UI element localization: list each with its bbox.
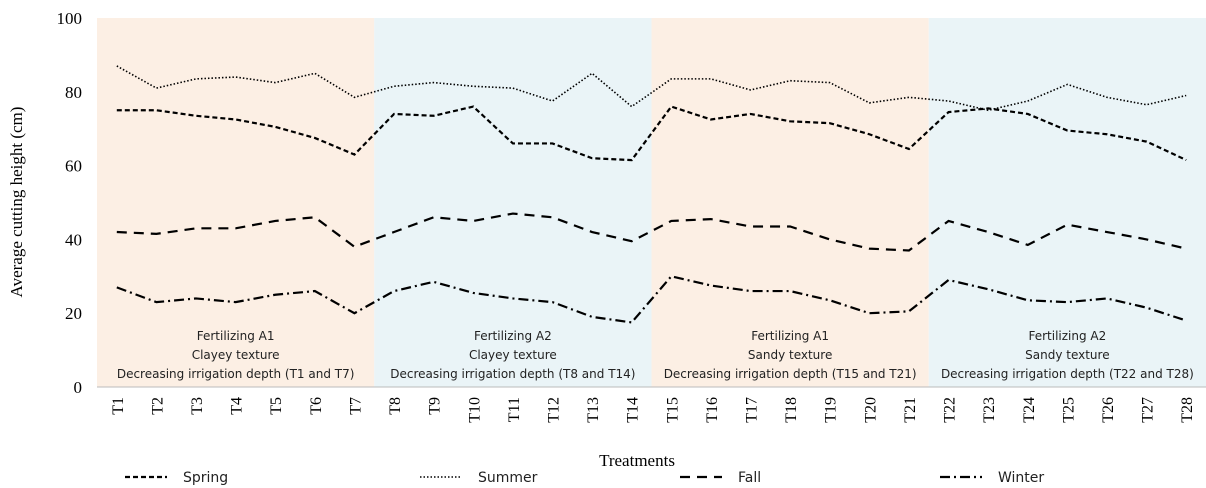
region-label: Decreasing irrigation depth (T15 and T21…: [664, 367, 917, 381]
x-tick-label: T28: [1179, 397, 1196, 423]
x-tick-label: T15: [664, 397, 681, 423]
series-line: [116, 212, 1187, 252]
y-tick-label: 80: [65, 83, 82, 102]
x-tick-label: T12: [545, 397, 562, 423]
x-tick-label: T5: [268, 397, 285, 415]
x-tick-label: T9: [427, 397, 444, 415]
x-tick-label: T6: [308, 397, 325, 415]
x-tick-label: T3: [189, 397, 206, 415]
x-tick-label: T22: [942, 397, 959, 423]
legend-label: Summer: [478, 470, 538, 486]
x-tick-label: T21: [902, 397, 919, 423]
series-line: [116, 65, 1187, 112]
x-tick-label: T24: [1021, 397, 1038, 423]
x-tick-label: T16: [704, 397, 721, 423]
y-tick-label: 20: [65, 304, 82, 323]
region-label: Decreasing irrigation depth (T22 and T28…: [941, 367, 1194, 381]
x-tick-label: T1: [110, 397, 127, 415]
region-label: Decreasing irrigation depth (T8 and T14): [390, 367, 635, 381]
series-line: [116, 275, 1187, 324]
x-tick-label: T25: [1060, 397, 1077, 423]
x-tick-label: T10: [466, 397, 483, 423]
region: [651, 18, 929, 387]
x-axis-label: Treatments: [599, 451, 675, 470]
legend-label: Fall: [738, 470, 761, 486]
x-tick-label: T17: [744, 397, 761, 423]
region-label: Fertilizing A1: [751, 329, 829, 343]
region-label: Decreasing irrigation depth (T1 and T7): [117, 367, 355, 381]
region-label: Clayey texture: [192, 348, 280, 362]
x-tick-label: T2: [149, 397, 166, 415]
region: [374, 18, 652, 387]
y-tick-label: 0: [74, 378, 83, 397]
x-tick-label: T19: [823, 397, 840, 423]
region-label: Sandy texture: [1025, 348, 1109, 362]
region-label: Clayey texture: [469, 348, 557, 362]
x-tick-label: T13: [585, 397, 602, 423]
x-tick-label: T8: [387, 397, 404, 415]
x-tick-label: T7: [347, 397, 364, 415]
legend-label: Winter: [998, 470, 1044, 486]
x-tick-label: T23: [981, 397, 998, 423]
x-tick-label: T11: [506, 397, 523, 422]
x-tick-label: T20: [862, 397, 879, 423]
region: [97, 18, 375, 387]
x-tick-label: T14: [625, 397, 642, 423]
x-tick-label: T27: [1140, 397, 1157, 423]
y-tick-label: 60: [65, 157, 82, 176]
x-tick-label: T26: [1100, 397, 1117, 423]
region: [928, 18, 1206, 387]
y-tick-label: 40: [65, 230, 82, 249]
series-line: [116, 105, 1187, 162]
region-label: Fertilizing A2: [474, 329, 552, 343]
x-tick-label: T18: [783, 397, 800, 423]
y-axis-label: Average cutting height (cm): [7, 107, 26, 298]
y-tick-label: 100: [57, 9, 83, 28]
legend-label: Spring: [183, 470, 228, 486]
region-label: Fertilizing A1: [197, 329, 275, 343]
region-label: Fertilizing A2: [1028, 329, 1106, 343]
x-tick-label: T4: [229, 397, 246, 415]
region-label: Sandy texture: [748, 348, 832, 362]
